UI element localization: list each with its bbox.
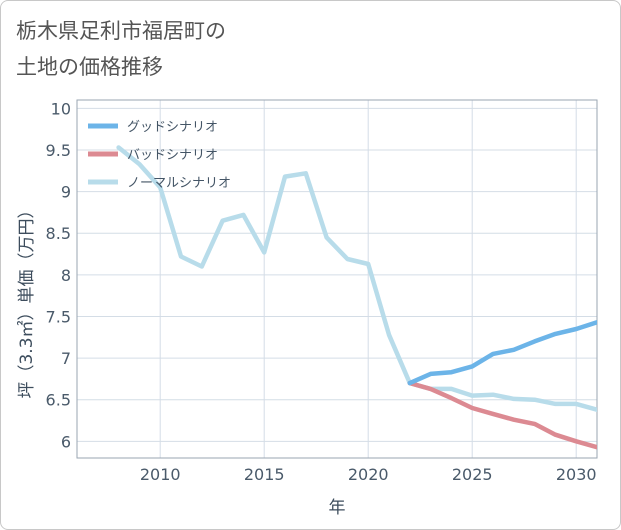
y-tick-labels: 6 6.5 7 7.5 8 8.5 9 9.5 10 <box>46 99 71 451</box>
y-tick-label: 6 <box>61 432 71 451</box>
chart-title: 栃木県足利市福居町の 土地の価格推移 <box>16 19 226 79</box>
series-lines <box>116 145 597 450</box>
legend-label: バッドシナリオ <box>127 148 218 163</box>
y-tick-label: 9 <box>61 183 71 202</box>
x-tick-label: 2010 <box>140 465 181 484</box>
y-tick-label: 9.5 <box>46 141 71 160</box>
x-tick-label: 2025 <box>452 465 493 484</box>
series-line-1 <box>407 380 597 450</box>
y-tick-label: 7 <box>61 349 71 368</box>
y-tick-label: 8.5 <box>46 224 71 243</box>
x-axis-label: 年 <box>329 498 346 518</box>
y-axis-label: 坪（3.3㎡）単価（万円） <box>17 201 37 398</box>
series-line-0 <box>407 320 597 386</box>
x-tick-label: 2030 <box>556 465 597 484</box>
x-tick-label: 2015 <box>244 465 285 484</box>
legend-label: ノーマルシナリオ <box>127 176 231 191</box>
legend-label: グッドシナリオ <box>127 120 218 135</box>
y-tick-label: 7.5 <box>46 307 71 326</box>
x-tick-labels: 2010 2015 2020 2025 2030 <box>140 465 597 484</box>
y-tick-label: 10 <box>51 99 71 118</box>
y-tick-label: 6.5 <box>46 391 71 410</box>
series-line-2 <box>116 145 597 412</box>
plot-area-border <box>76 99 598 459</box>
y-tick-label: 8 <box>61 266 71 285</box>
x-tick-label: 2020 <box>348 465 389 484</box>
